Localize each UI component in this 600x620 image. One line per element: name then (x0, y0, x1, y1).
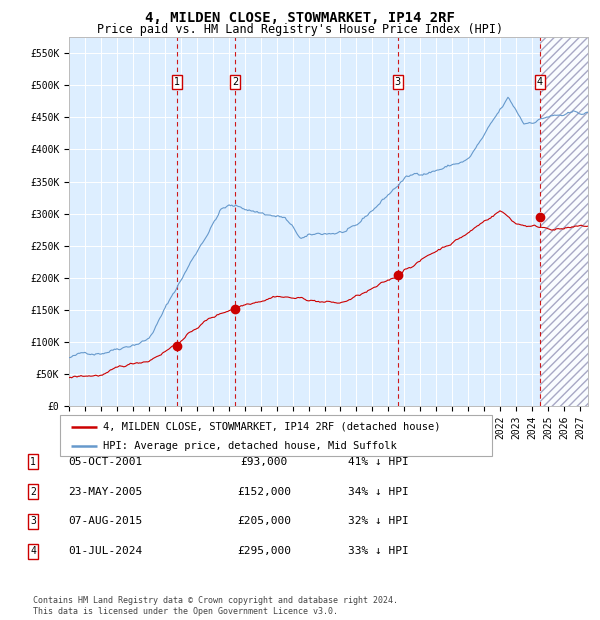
Text: 01-JUL-2024: 01-JUL-2024 (68, 546, 142, 556)
Text: Contains HM Land Registry data © Crown copyright and database right 2024.
This d: Contains HM Land Registry data © Crown c… (33, 596, 398, 616)
Text: 05-OCT-2001: 05-OCT-2001 (68, 457, 142, 467)
FancyBboxPatch shape (60, 415, 492, 456)
Text: Price paid vs. HM Land Registry's House Price Index (HPI): Price paid vs. HM Land Registry's House … (97, 23, 503, 36)
Text: £93,000: £93,000 (241, 457, 287, 467)
Text: 1: 1 (30, 457, 36, 467)
Text: 41% ↓ HPI: 41% ↓ HPI (347, 457, 409, 467)
Text: 4, MILDEN CLOSE, STOWMARKET, IP14 2RF: 4, MILDEN CLOSE, STOWMARKET, IP14 2RF (145, 11, 455, 25)
Text: 1: 1 (174, 77, 180, 87)
Text: 4: 4 (30, 546, 36, 556)
Text: HPI: Average price, detached house, Mid Suffolk: HPI: Average price, detached house, Mid … (103, 441, 397, 451)
Text: 2: 2 (232, 77, 238, 87)
Text: 2: 2 (30, 487, 36, 497)
Text: 3: 3 (395, 77, 401, 87)
Bar (540, 37, 588, 406)
Text: 32% ↓ HPI: 32% ↓ HPI (347, 516, 409, 526)
Text: £205,000: £205,000 (237, 516, 291, 526)
Text: 4: 4 (537, 77, 543, 87)
Text: 23-MAY-2005: 23-MAY-2005 (68, 487, 142, 497)
Text: £295,000: £295,000 (237, 546, 291, 556)
Text: 33% ↓ HPI: 33% ↓ HPI (347, 546, 409, 556)
Text: 34% ↓ HPI: 34% ↓ HPI (347, 487, 409, 497)
Text: 3: 3 (30, 516, 36, 526)
Text: 4, MILDEN CLOSE, STOWMARKET, IP14 2RF (detached house): 4, MILDEN CLOSE, STOWMARKET, IP14 2RF (d… (103, 422, 440, 432)
Text: 07-AUG-2015: 07-AUG-2015 (68, 516, 142, 526)
Text: £152,000: £152,000 (237, 487, 291, 497)
